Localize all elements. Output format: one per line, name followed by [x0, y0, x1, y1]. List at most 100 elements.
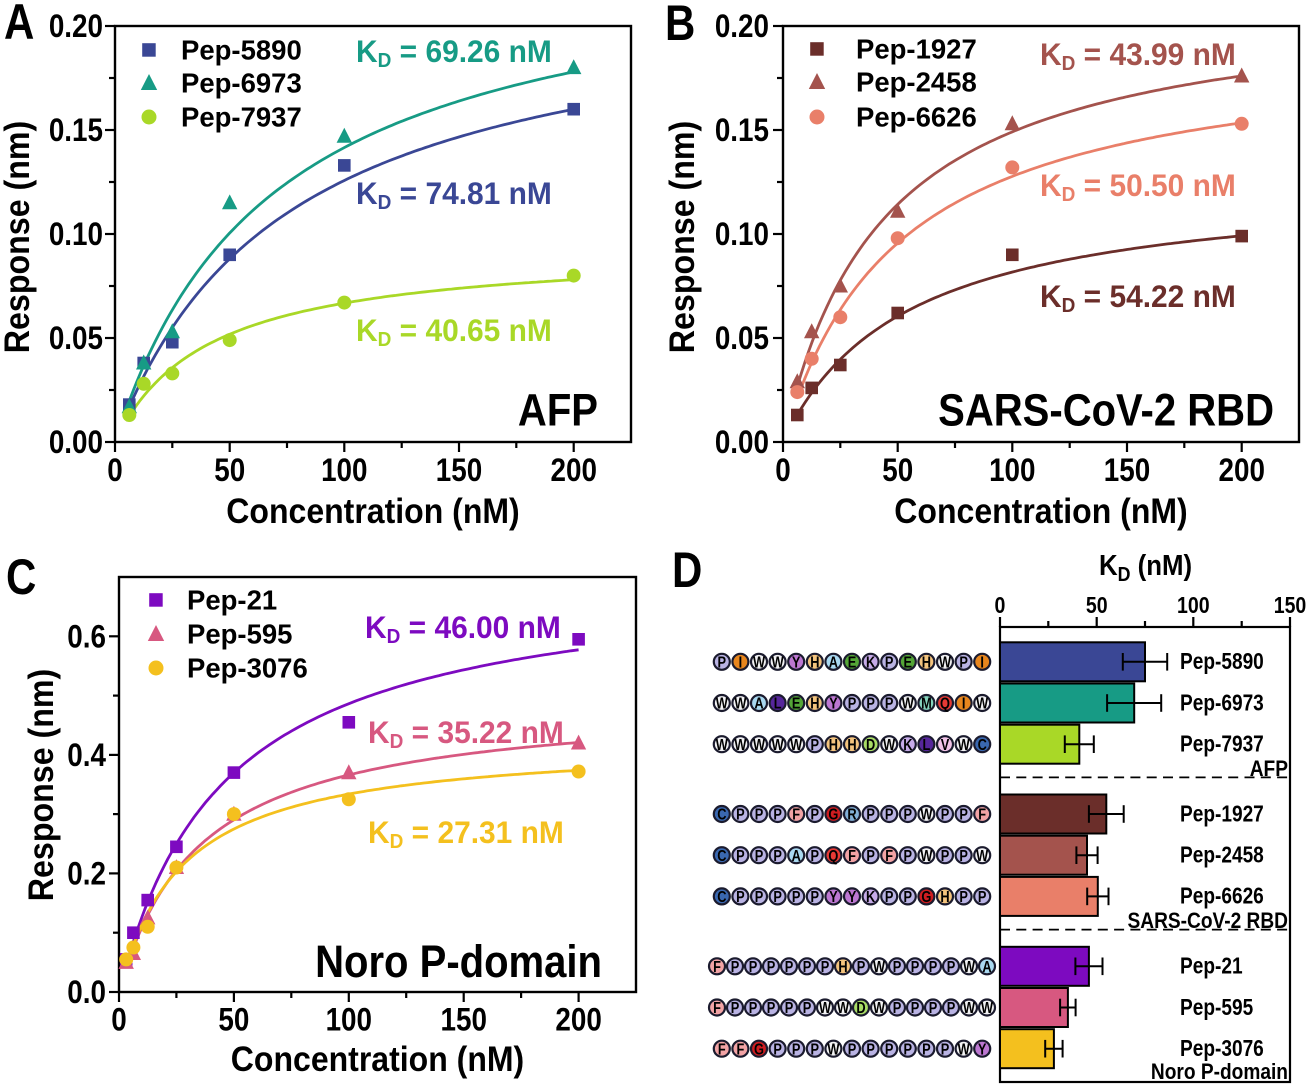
svg-text:0.05: 0.05	[49, 321, 103, 356]
svg-text:I: I	[962, 695, 966, 713]
svg-text:0.00: 0.00	[49, 425, 103, 460]
svg-text:W: W	[716, 695, 728, 713]
svg-text:W: W	[963, 959, 975, 977]
svg-text:P: P	[848, 1041, 857, 1059]
svg-text:R: R	[847, 806, 857, 824]
svg-text:200: 200	[550, 453, 596, 488]
svg-text:P: P	[866, 1041, 875, 1059]
svg-text:SARS-CoV-2 RBD: SARS-CoV-2 RBD	[938, 385, 1274, 436]
svg-text:P: P	[773, 806, 782, 824]
svg-text:Pep-1927: Pep-1927	[856, 33, 977, 64]
svg-text:P: P	[885, 806, 894, 824]
svg-text:Pep-6973: Pep-6973	[1180, 691, 1264, 716]
svg-text:0.10: 0.10	[49, 217, 103, 252]
svg-text:I: I	[980, 654, 984, 672]
svg-text:W: W	[772, 737, 784, 755]
svg-text:A: A	[4, 0, 34, 50]
svg-text:P: P	[773, 848, 782, 866]
svg-text:H: H	[829, 737, 838, 755]
svg-text:E: E	[848, 654, 857, 672]
svg-text:P: P	[811, 889, 820, 907]
svg-text:B: B	[665, 0, 695, 51]
svg-text:0.20: 0.20	[49, 9, 103, 44]
svg-text:D: D	[856, 1000, 865, 1018]
svg-text:0.0: 0.0	[67, 975, 106, 1010]
svg-text:P: P	[792, 889, 801, 907]
svg-text:Y: Y	[978, 1041, 987, 1059]
svg-text:P: P	[911, 1000, 920, 1018]
svg-text:Q: Q	[940, 695, 950, 713]
svg-text:P: P	[941, 806, 950, 824]
svg-text:Pep-21: Pep-21	[187, 584, 277, 615]
svg-text:0.4: 0.4	[67, 738, 106, 773]
svg-text:Concentration (nM): Concentration (nM)	[231, 1041, 524, 1080]
svg-text:Pep-21: Pep-21	[1180, 954, 1243, 979]
svg-text:Pep-6973: Pep-6973	[181, 67, 302, 98]
svg-text:P: P	[959, 889, 968, 907]
svg-text:P: P	[866, 848, 875, 866]
svg-text:P: P	[904, 1041, 913, 1059]
svg-text:0.15: 0.15	[715, 113, 769, 148]
svg-text:D: D	[866, 737, 875, 755]
svg-text:Pep-5890: Pep-5890	[1180, 650, 1264, 675]
svg-text:H: H	[810, 654, 819, 672]
svg-text:C: C	[717, 848, 727, 866]
svg-text:100: 100	[321, 453, 367, 488]
svg-text:200: 200	[555, 1003, 601, 1038]
svg-text:Noro P-domain: Noro P-domain	[315, 937, 602, 988]
svg-text:P: P	[811, 806, 820, 824]
svg-text:P: P	[755, 889, 764, 907]
svg-text:P: P	[773, 889, 782, 907]
svg-text:Pep-595: Pep-595	[187, 618, 292, 649]
svg-text:0.15: 0.15	[49, 113, 103, 148]
svg-text:P: P	[885, 695, 894, 713]
svg-text:H: H	[922, 654, 931, 672]
svg-text:W: W	[873, 1000, 885, 1018]
svg-text:G: G	[754, 1041, 764, 1059]
svg-text:C: C	[978, 737, 988, 755]
svg-text:W: W	[883, 737, 895, 755]
svg-text:P: P	[767, 959, 776, 977]
svg-text:P: P	[904, 889, 913, 907]
svg-text:Pep-5890: Pep-5890	[181, 34, 302, 65]
svg-text:K: K	[866, 654, 876, 672]
svg-text:P: P	[941, 848, 950, 866]
svg-text:H: H	[940, 889, 949, 907]
svg-text:P: P	[959, 848, 968, 866]
svg-text:P: P	[893, 1000, 902, 1018]
svg-text:P: P	[755, 806, 764, 824]
svg-text:Response (nm): Response (nm)	[23, 669, 62, 901]
svg-text:F: F	[736, 1041, 744, 1059]
svg-text:V: V	[941, 737, 950, 755]
svg-text:KD = 35.22 nM: KD = 35.22 nM	[368, 714, 564, 753]
svg-text:I: I	[739, 654, 743, 672]
svg-text:0.05: 0.05	[715, 321, 769, 356]
svg-text:100: 100	[326, 1003, 372, 1038]
svg-text:F: F	[718, 1041, 726, 1059]
svg-text:A: A	[829, 654, 839, 672]
svg-text:Concentration (nM): Concentration (nM)	[226, 493, 519, 532]
svg-text:Y: Y	[829, 889, 838, 907]
svg-text:W: W	[753, 654, 765, 672]
svg-text:E: E	[904, 654, 913, 672]
svg-text:K: K	[866, 889, 876, 907]
svg-text:A: A	[982, 959, 992, 977]
svg-text:M: M	[921, 695, 932, 713]
svg-text:P: P	[767, 1000, 776, 1018]
svg-text:P: P	[885, 654, 894, 672]
svg-text:P: P	[978, 889, 987, 907]
svg-text:P: P	[755, 848, 764, 866]
svg-text:P: P	[749, 959, 758, 977]
svg-text:Q: Q	[828, 848, 838, 866]
svg-text:P: P	[922, 1041, 931, 1059]
svg-text:Y: Y	[792, 654, 801, 672]
svg-text:W: W	[976, 695, 988, 713]
svg-text:P: P	[941, 1041, 950, 1059]
svg-text:W: W	[827, 1041, 839, 1059]
svg-text:AFP: AFP	[518, 385, 598, 436]
svg-text:H: H	[847, 737, 856, 755]
svg-text:50: 50	[1086, 593, 1108, 619]
svg-text:L: L	[774, 695, 782, 713]
svg-text:P: P	[811, 848, 820, 866]
svg-text:P: P	[947, 959, 956, 977]
